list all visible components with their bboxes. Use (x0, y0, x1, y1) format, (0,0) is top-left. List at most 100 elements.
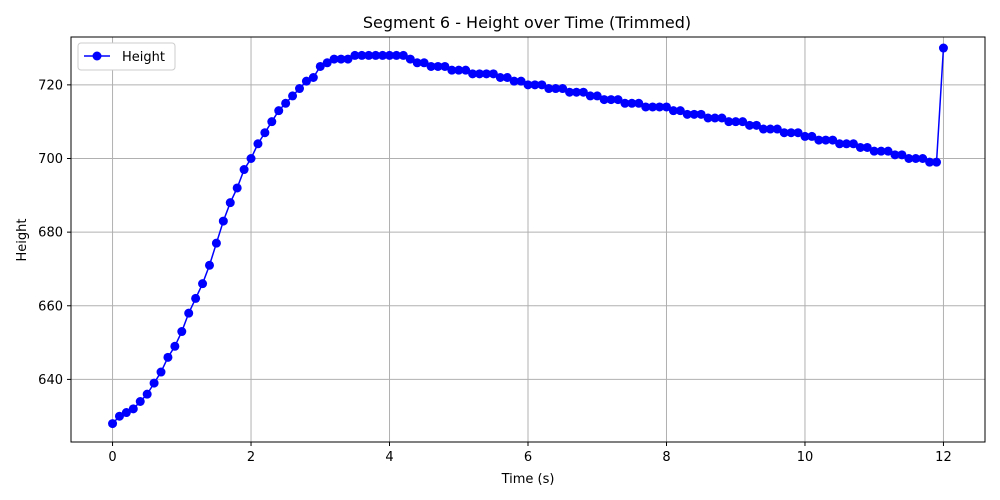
height-data-point (163, 352, 173, 362)
height-data-point (724, 117, 734, 127)
height-data-point (537, 80, 547, 90)
height-data-point (745, 120, 755, 130)
height-data-point (516, 76, 526, 86)
height-data-point (378, 50, 388, 60)
height-data-point (918, 154, 928, 163)
y-tick-label: 660 (38, 299, 63, 314)
height-data-point (322, 58, 332, 68)
height-data-point (371, 50, 381, 60)
height-data-point (385, 50, 395, 60)
height-data-point (883, 146, 893, 156)
height-data-point (461, 65, 471, 75)
y-tick-label: 640 (38, 373, 63, 388)
height-data-point (184, 308, 194, 318)
height-data-point (585, 91, 595, 101)
height-data-point (897, 150, 907, 160)
height-data-point (329, 54, 339, 64)
height-data-point (800, 131, 810, 141)
height-data-point (571, 87, 581, 97)
height-data-point (627, 98, 637, 108)
height-data-point (398, 50, 408, 60)
height-data-point (828, 135, 838, 145)
height-data-point (343, 54, 353, 64)
height-data-point (426, 61, 436, 71)
y-axis: 640 660 680 700 720 (38, 78, 71, 388)
height-data-point (689, 109, 699, 119)
height-data-point (703, 113, 713, 123)
height-data-point (211, 238, 221, 248)
height-data-point (218, 216, 228, 226)
x-tick-label: 0 (108, 450, 116, 465)
height-data-point (696, 109, 706, 119)
height-data-point (530, 80, 540, 90)
height-data-point (288, 91, 298, 101)
height-data-point (717, 113, 727, 123)
height-data-point (391, 50, 401, 60)
height-data-point (842, 139, 852, 149)
height-data-point (641, 102, 651, 112)
height-data-point (814, 135, 824, 145)
x-tick-label: 4 (385, 450, 393, 465)
height-data-point (661, 102, 671, 112)
height-data-point (772, 124, 782, 134)
height-data-point (281, 98, 291, 108)
height-data-point (648, 102, 658, 112)
height-data-point (433, 61, 443, 71)
height-data-point (454, 65, 464, 75)
legend-box (77, 42, 176, 71)
height-data-point (876, 146, 886, 156)
height-data-point (779, 128, 789, 138)
height-data-point (128, 404, 138, 414)
y-tick-label: 720 (38, 78, 63, 93)
x-tick-label: 12 (935, 450, 952, 465)
height-data-point (336, 54, 346, 64)
height-data-point (869, 146, 879, 156)
height-data-point (731, 117, 741, 127)
height-data-point (121, 408, 131, 418)
height-data-point (599, 95, 609, 105)
height-data-point (488, 69, 498, 79)
height-data-point (578, 87, 588, 97)
height-data-point (509, 76, 519, 86)
height-data-point (848, 139, 858, 149)
height-data-point (447, 65, 457, 75)
height-data-point (634, 98, 644, 108)
height-data-point (135, 397, 145, 406)
height-data-point (170, 341, 180, 351)
chart-title: Segment 6 - Height over Time (Trimmed) (363, 13, 691, 32)
x-axis-label: Time (s) (501, 472, 555, 487)
height-data-point (932, 157, 942, 167)
y-tick-label: 680 (38, 226, 63, 241)
height-data-point (357, 50, 367, 60)
height-data-point (655, 102, 665, 112)
grid (71, 37, 985, 442)
x-tick-label: 10 (797, 450, 814, 465)
height-data-point (274, 106, 284, 116)
height-data-point (793, 128, 803, 138)
height-data-point (786, 128, 796, 138)
height-data-point (668, 106, 678, 116)
height-data-point (523, 80, 533, 90)
x-axis: 0 2 4 6 8 10 12 (108, 442, 952, 465)
height-data-point (911, 154, 921, 163)
height-data-point (938, 43, 948, 53)
height-data-point (308, 73, 318, 82)
height-data-point (232, 183, 242, 193)
height-data-point (752, 120, 761, 130)
height-data-point (468, 69, 478, 79)
height-data-point (904, 154, 914, 163)
height-data-point (890, 150, 900, 160)
height-data-point (405, 54, 415, 64)
y-tick-label: 700 (38, 152, 63, 167)
height-data-point (142, 389, 152, 399)
height-data-point (565, 87, 575, 97)
height-data-point (544, 84, 554, 94)
height-data-point (765, 124, 775, 134)
height-data-point (855, 142, 865, 152)
height-data-point (239, 165, 249, 175)
height-data-point (114, 411, 124, 421)
height-data-point (821, 135, 831, 145)
height-data-point (620, 98, 630, 108)
plot-area (108, 43, 948, 429)
